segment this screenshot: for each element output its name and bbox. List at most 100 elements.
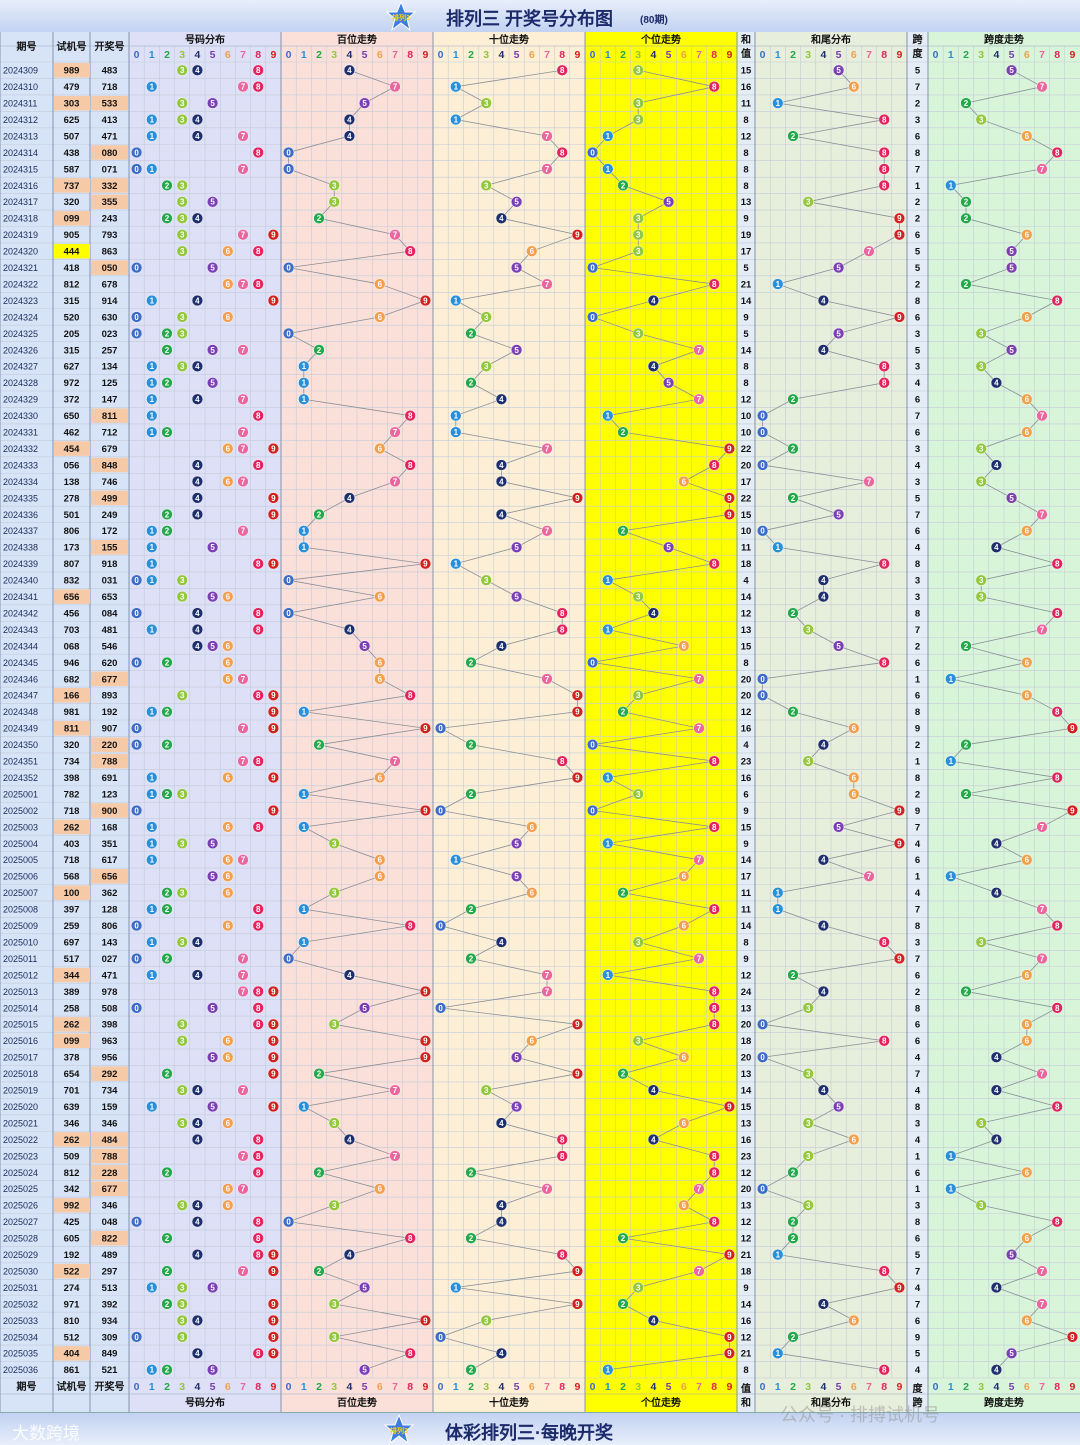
trend-ball-st: 6	[1021, 229, 1033, 241]
row-trial: 568	[64, 872, 80, 883]
row-draw: 220	[102, 740, 118, 751]
svg-text:4: 4	[499, 395, 504, 404]
svg-text:0: 0	[134, 148, 139, 157]
svg-text:0: 0	[590, 658, 595, 667]
svg-text:0: 0	[590, 806, 595, 815]
dist-ball: 3	[176, 196, 188, 208]
svg-text:2: 2	[964, 214, 969, 223]
svg-text:8: 8	[1055, 148, 1060, 157]
trend-ball-hun: 4	[343, 969, 356, 981]
svg-text:3: 3	[332, 1201, 337, 1210]
dist-ball: 3	[176, 212, 188, 224]
svg-text:6: 6	[530, 823, 535, 832]
pair-highlight	[54, 721, 90, 736]
trend-ball-tail: 3	[802, 1002, 814, 1014]
svg-text:2: 2	[165, 527, 170, 536]
svg-text:0: 0	[134, 658, 139, 667]
dist-ball: 2	[161, 1265, 173, 1277]
row-draw: 656	[102, 872, 118, 883]
svg-text:6: 6	[852, 790, 857, 799]
svg-text:2: 2	[964, 280, 969, 289]
svg-text:0: 0	[438, 1004, 443, 1013]
svg-text:7: 7	[241, 477, 246, 486]
row-span: 7	[915, 164, 920, 175]
svg-text:1: 1	[150, 625, 155, 634]
pair-highlight	[91, 803, 128, 818]
trend-ball-hun: 0	[282, 146, 295, 159]
trend-ball-ten: 0	[434, 1331, 447, 1343]
row-trial: 734	[64, 757, 81, 768]
row-draw: 914	[102, 296, 119, 307]
trend-ball-tail: 2	[787, 969, 799, 981]
svg-text:0: 0	[286, 329, 291, 338]
svg-text:1: 1	[150, 576, 155, 585]
trend-ball-uni: 1	[602, 969, 614, 981]
trend-ball-uni: 1	[602, 410, 614, 422]
row-span: 6	[915, 658, 920, 669]
trend-ball-hun: 9	[419, 722, 432, 734]
trend-ball-tail: 9	[893, 1281, 906, 1294]
svg-text:8: 8	[256, 461, 261, 470]
dist-ball: 2	[161, 212, 173, 224]
svg-text:0: 0	[590, 741, 595, 750]
svg-text:7: 7	[241, 971, 246, 980]
svg-text:8: 8	[712, 1168, 717, 1177]
trend-ball-st: 8	[1051, 294, 1063, 307]
svg-text:9: 9	[271, 1267, 276, 1276]
row-draw: 978	[102, 987, 118, 998]
row-span: 5	[915, 1349, 921, 1360]
trend-ball-tail: 0	[756, 525, 769, 537]
svg-text:6: 6	[1025, 132, 1030, 141]
dist-ball: 0	[130, 574, 143, 586]
trend-ball-hun: 3	[328, 1018, 340, 1030]
row-draw: 172	[102, 526, 118, 537]
digit-label-uni: 4	[650, 49, 656, 61]
trend-ball-tail: 4	[817, 574, 830, 586]
trend-ball-uni: 7	[693, 722, 705, 734]
svg-text:0: 0	[760, 1053, 765, 1062]
row-span: 1	[915, 674, 921, 685]
pair-highlight	[91, 1230, 128, 1246]
trend-ball-hun: 9	[419, 294, 432, 307]
row-issue: 2025032	[3, 1299, 38, 1309]
row-sum: 14	[741, 296, 752, 307]
trend-ball-st: 7	[1036, 623, 1048, 636]
svg-text:9: 9	[271, 494, 276, 503]
row-trial: 418	[64, 263, 80, 274]
row-trial: 278	[64, 493, 80, 504]
trend-ball-uni: 8	[708, 1150, 720, 1162]
svg-text:5: 5	[836, 1102, 841, 1111]
col-header-dist: 号码分布	[185, 1396, 225, 1409]
dist-ball: 3	[176, 360, 188, 372]
svg-text:1: 1	[302, 823, 307, 832]
row-sum: 11	[741, 543, 752, 554]
dist-ball: 3	[176, 113, 188, 126]
trend-ball-ten: 9	[571, 229, 584, 241]
svg-text:7: 7	[241, 165, 246, 174]
row-sum: 10	[741, 428, 752, 439]
svg-text:5: 5	[210, 264, 215, 273]
trend-ball-ten: 8	[556, 146, 568, 159]
trend-ball-hun: 0	[282, 327, 295, 340]
svg-text:2: 2	[621, 1070, 626, 1079]
row-trial: 989	[64, 66, 80, 77]
digit-label-hun: 4	[346, 1381, 352, 1393]
dist-ball: 1	[146, 936, 158, 948]
svg-text:1: 1	[302, 395, 307, 404]
svg-text:5: 5	[210, 642, 215, 651]
trend-ball-hun: 2	[313, 344, 325, 356]
trend-ball-st: 3	[975, 442, 987, 455]
svg-text:9: 9	[897, 839, 902, 848]
svg-text:2: 2	[469, 1234, 474, 1243]
svg-text:5: 5	[514, 1053, 519, 1062]
svg-text:6: 6	[682, 922, 687, 931]
dist-ball: 6	[222, 278, 234, 290]
dist-ball: 5	[206, 377, 219, 389]
dist-ball: 7	[237, 229, 249, 241]
svg-text:5: 5	[210, 1004, 215, 1013]
svg-text:3: 3	[636, 790, 641, 799]
svg-text:3: 3	[180, 66, 185, 75]
svg-text:9: 9	[271, 1070, 276, 1079]
trend-ball-st: 6	[1021, 656, 1033, 669]
trend-ball-hun: 1	[298, 706, 310, 718]
